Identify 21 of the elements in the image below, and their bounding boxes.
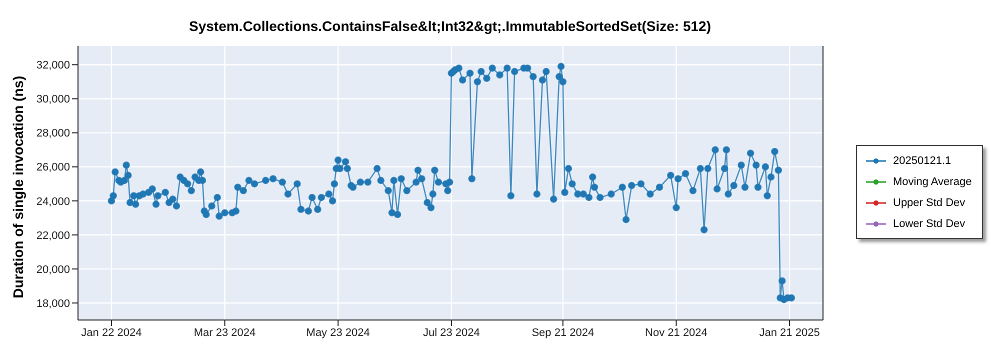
y-tick-label: 30,000	[36, 94, 70, 106]
y-tick-label: 28,000	[36, 128, 70, 140]
y-tick-label: 20,000	[36, 264, 70, 276]
legend-label: Lower Std Dev	[893, 218, 966, 230]
y-axis-title: Duration of single invocation (ns)	[10, 76, 26, 298]
legend-label: Moving Average	[893, 176, 972, 188]
x-tick-label: May 23 2024	[306, 326, 370, 339]
x-tick-label: Mar 23 2024	[194, 326, 256, 339]
y-tick-label: 18,000	[36, 298, 70, 310]
x-tick-label: Jan 21 2025	[759, 326, 820, 339]
legend-label: 20250121.1	[893, 154, 952, 166]
y-tick-label: 32,000	[36, 60, 70, 72]
chart-title: System.Collections.ContainsFalse&lt;Int32&gt;.ImmutableSortedSet(Size: 512)	[188, 18, 712, 34]
x-tick-label: Jul 23 2024	[422, 326, 480, 339]
y-tick-label: 24,000	[36, 196, 70, 208]
x-tick-label: Nov 21 2024	[645, 326, 708, 339]
y-tick-label: 22,000	[36, 230, 70, 242]
x-tick-label: Jan 22 2024	[81, 326, 142, 339]
x-tick-label: Sep 21 2024	[532, 326, 594, 339]
y-tick-label: 26,000	[36, 162, 70, 174]
legend-label: Upper Std Dev	[893, 196, 966, 208]
